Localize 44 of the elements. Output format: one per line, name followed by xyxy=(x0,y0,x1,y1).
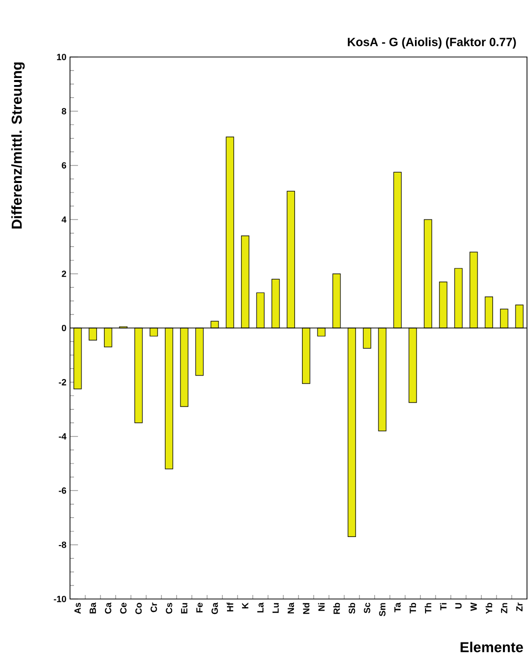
y-axis-title: Differenz/mittl. Streuung xyxy=(11,62,25,228)
y-tick-label: 10 xyxy=(57,54,66,60)
x-tick-label: Co xyxy=(135,602,142,614)
y-tick-label: 0 xyxy=(62,324,66,332)
x-tick-label: W xyxy=(470,602,477,611)
x-tick-label: K xyxy=(242,602,248,608)
x-tick-label: Ba xyxy=(90,602,96,614)
x-tick-label: Yb xyxy=(486,602,492,614)
y-tick-label: 8 xyxy=(62,108,66,114)
x-tick-label: Zn xyxy=(501,603,508,614)
x-tick-label: Eu xyxy=(181,603,188,614)
x-tick-label: La xyxy=(257,602,264,612)
x-tick-label: Ni xyxy=(318,603,325,611)
x-tick-label: Ti xyxy=(440,603,446,610)
y-tick-label: 2 xyxy=(62,270,66,277)
y-tick-label: -2 xyxy=(58,379,66,386)
x-tick-label: Sm xyxy=(379,603,386,616)
x-tick-label: Hf xyxy=(226,602,234,612)
x-tick-label: Na xyxy=(288,602,294,614)
x-tick-label: Ce xyxy=(120,602,126,614)
y-tick-label: -8 xyxy=(58,542,66,548)
y-tick-label: 4 xyxy=(62,216,66,223)
x-tick-label: As xyxy=(74,602,81,614)
y-tick-label: -6 xyxy=(58,487,66,494)
x-tick-label: Fe xyxy=(196,602,203,612)
x-tick-label: Cr xyxy=(150,602,157,612)
x-tick-label: U xyxy=(455,603,462,608)
y-tick-label: 6 xyxy=(62,162,66,169)
x-tick-label: Rb xyxy=(333,602,340,614)
x-tick-label: Zr xyxy=(516,602,522,612)
x-tick-label: Sc xyxy=(364,602,370,614)
x-tick-label: Sb xyxy=(348,602,356,614)
x-tick-label: Ca xyxy=(104,602,112,614)
x-tick-label: Th xyxy=(424,603,432,614)
x-tick-label: Nd xyxy=(302,603,310,614)
x-axis-title: Elemente xyxy=(460,642,523,652)
x-tick-label: Ga xyxy=(212,602,218,614)
chart-title: KosA - G (Aiolis) (Faktor 0.77) xyxy=(348,37,516,49)
x-tick-label: Lu xyxy=(272,603,279,613)
x-tick-label: Ta xyxy=(394,602,401,612)
y-tick-label: -10 xyxy=(54,596,66,602)
x-tick-label: Cs xyxy=(166,602,172,614)
x-tick-label: Tb xyxy=(409,602,416,614)
y-tick-label: -4 xyxy=(58,433,66,440)
